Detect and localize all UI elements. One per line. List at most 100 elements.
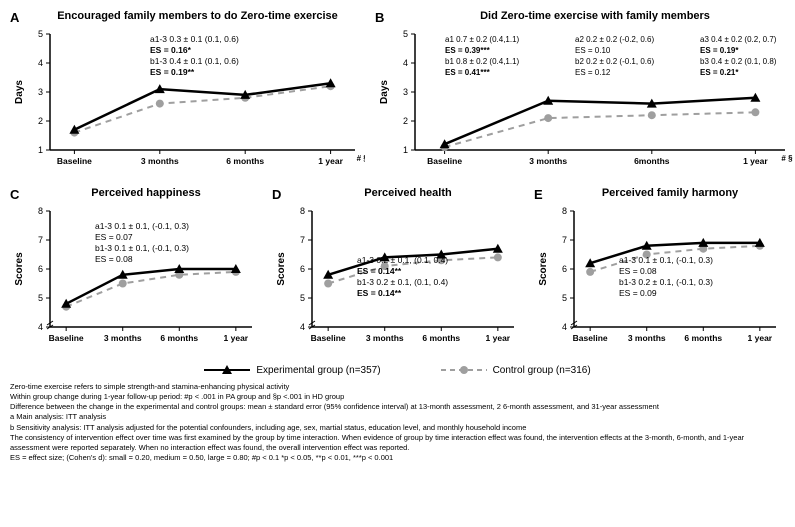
svg-text:b1-3 0.2 ± 0.1, (0.1, 0.4): b1-3 0.2 ± 0.1, (0.1, 0.4)	[357, 277, 448, 287]
svg-text:ES = 0.08: ES = 0.08	[95, 254, 133, 264]
panel-d-chart: 45678ScoresBaseline3 months6 months1 yea…	[272, 201, 524, 351]
svg-text:6months: 6months	[634, 156, 670, 166]
panel-a-chart: 12345DaysBaseline3 months6 months1 year#…	[10, 24, 365, 174]
svg-text:1 year: 1 year	[748, 333, 773, 343]
panel-c-chart: 4 5 6 7 8 Scores Baseline 3 months 6 months 1 yea…	[10, 201, 262, 351]
panel-d-title: Perceived health	[292, 187, 524, 199]
svg-text:1: 1	[403, 145, 408, 155]
panel-d: D Perceived health 45678ScoresBaseline3 …	[272, 187, 524, 356]
svg-text:Days: Days	[14, 80, 25, 104]
panel-b: B Did Zero-time exercise with family mem…	[375, 10, 795, 179]
svg-text:a1-3 0.3 ± 0.1 (0.1, 0.6): a1-3 0.3 ± 0.1 (0.1, 0.6)	[150, 34, 239, 44]
svg-text:4: 4	[38, 322, 43, 332]
svg-text:5: 5	[403, 29, 408, 39]
panel-b-label: B	[375, 10, 384, 25]
svg-text:ES = 0.14**: ES = 0.14**	[357, 266, 402, 276]
svg-text:6 months: 6 months	[684, 333, 722, 343]
svg-text:1 year: 1 year	[486, 333, 511, 343]
svg-text:6 months: 6 months	[422, 333, 460, 343]
svg-text:Scores: Scores	[276, 252, 287, 286]
panel-e-label: E	[534, 187, 543, 202]
legend-ctrl: Control group (n=316)	[441, 364, 591, 376]
svg-text:5: 5	[562, 293, 567, 303]
legend-exp: Experimental group (n=357)	[204, 364, 380, 376]
svg-text:a2 0.2 ± 0.2 (-0.2, 0.6): a2 0.2 ± 0.2 (-0.2, 0.6)	[575, 35, 654, 44]
svg-text:2: 2	[38, 116, 43, 126]
panel-a: A Encouraged family members to do Zero-t…	[10, 10, 365, 179]
svg-text:5: 5	[300, 293, 305, 303]
svg-text:# §: # §	[357, 154, 365, 163]
svg-text:6 months: 6 months	[226, 156, 264, 166]
svg-text:Scores: Scores	[538, 252, 549, 286]
svg-text:4: 4	[300, 322, 305, 332]
svg-text:3 months: 3 months	[529, 156, 567, 166]
svg-text:a3 0.4 ± 0.2 (0.2, 0.7): a3 0.4 ± 0.2 (0.2, 0.7)	[700, 35, 777, 44]
triangle-icon	[204, 364, 250, 376]
svg-text:ES = 0.19*: ES = 0.19*	[700, 46, 739, 55]
svg-text:3 months: 3 months	[104, 333, 142, 343]
svg-text:ES = 0.39***: ES = 0.39***	[445, 46, 491, 55]
footnote-line: Zero-time exercise refers to simple stre…	[10, 382, 785, 392]
svg-text:7: 7	[300, 235, 305, 245]
panel-d-label: D	[272, 187, 281, 202]
legend-exp-label: Experimental group (n=357)	[256, 365, 380, 376]
svg-text:2: 2	[403, 116, 408, 126]
panel-b-title: Did Zero-time exercise with family membe…	[395, 10, 795, 22]
footnote-line: b Sensitivity analysis: ITT analysis adj…	[10, 423, 785, 433]
svg-text:1 year: 1 year	[318, 156, 343, 166]
svg-text:3 months: 3 months	[628, 333, 666, 343]
top-row: A Encouraged family members to do Zero-t…	[10, 10, 785, 179]
svg-text:b2 0.2 ± 0.2 (-0.1, 0.6): b2 0.2 ± 0.2 (-0.1, 0.6)	[575, 57, 654, 66]
svg-text:4: 4	[562, 322, 567, 332]
svg-text:5: 5	[38, 293, 43, 303]
svg-text:3: 3	[403, 87, 408, 97]
legend: Experimental group (n=357) Control group…	[10, 364, 785, 376]
panel-e-chart: 45678ScoresBaseline3 months6 months1 yea…	[534, 201, 786, 351]
svg-text:1 year: 1 year	[743, 156, 768, 166]
footnote-line: The consistency of intervention effect o…	[10, 433, 785, 453]
svg-text:3: 3	[38, 87, 43, 97]
svg-text:Days: Days	[379, 80, 390, 104]
svg-text:Baseline: Baseline	[49, 333, 84, 343]
footnote-line: Difference between the change in the exp…	[10, 402, 785, 412]
svg-text:6: 6	[38, 264, 43, 274]
svg-text:7: 7	[38, 235, 43, 245]
panel-b-chart: 12345DaysBaseline3 months6months1 year# …	[375, 24, 795, 174]
svg-text:8: 8	[38, 206, 43, 216]
svg-text:1: 1	[38, 145, 43, 155]
svg-text:6: 6	[300, 264, 305, 274]
svg-text:ES = 0.16*: ES = 0.16*	[150, 45, 192, 55]
svg-text:b3 0.4 ± 0.2 (0.1, 0.8): b3 0.4 ± 0.2 (0.1, 0.8)	[700, 57, 777, 66]
svg-text:Baseline: Baseline	[573, 333, 608, 343]
panel-e-title: Perceived family harmony	[554, 187, 786, 199]
svg-text:Scores: Scores	[14, 252, 25, 286]
svg-text:6 months: 6 months	[160, 333, 198, 343]
svg-text:6: 6	[562, 264, 567, 274]
svg-text:a1-3 0.1 ± 0.1, (-0.1, 0.3): a1-3 0.1 ± 0.1, (-0.1, 0.3)	[619, 255, 713, 265]
svg-text:Baseline: Baseline	[57, 156, 92, 166]
svg-text:4: 4	[38, 58, 43, 68]
svg-text:8: 8	[300, 206, 305, 216]
footnote-line: ES = effect size; (Cohen's d): small = 0…	[10, 453, 785, 463]
svg-text:3 months: 3 months	[141, 156, 179, 166]
panel-c-label: C	[10, 187, 19, 202]
svg-text:b1-3 0.4 ± 0.1 (0.1, 0.6): b1-3 0.4 ± 0.1 (0.1, 0.6)	[150, 56, 239, 66]
footnote-line: Within group change during 1-year follow…	[10, 392, 785, 402]
svg-text:ES = 0.12: ES = 0.12	[575, 68, 611, 77]
panel-e: E Perceived family harmony 45678ScoresBa…	[534, 187, 786, 356]
svg-text:ES = 0.21*: ES = 0.21*	[700, 68, 739, 77]
svg-text:ES = 0.19**: ES = 0.19**	[150, 67, 195, 77]
panel-c-title: Perceived happiness	[30, 187, 262, 199]
svg-text:Baseline: Baseline	[427, 156, 462, 166]
footnote-line: a Main analysis: ITT analysis	[10, 412, 785, 422]
legend-ctrl-label: Control group (n=316)	[493, 365, 591, 376]
svg-text:ES = 0.07: ES = 0.07	[95, 232, 133, 242]
svg-text:1 year: 1 year	[224, 333, 249, 343]
svg-text:a1-3 0.1 ± 0.1, (-0.1, 0.3): a1-3 0.1 ± 0.1, (-0.1, 0.3)	[95, 221, 189, 231]
footnotes: Zero-time exercise refers to simple stre…	[10, 382, 785, 463]
panel-c: C Perceived happiness 4 5 6 7 8 Scores Baselin…	[10, 187, 262, 356]
panel-a-label: A	[10, 10, 19, 25]
svg-text:a1 0.7 ± 0.2 (0.4,1.1): a1 0.7 ± 0.2 (0.4,1.1)	[445, 35, 520, 44]
circle-icon	[441, 364, 487, 376]
svg-text:b1-3 0.2 ± 0.1, (-0.1, 0.3): b1-3 0.2 ± 0.1, (-0.1, 0.3)	[619, 277, 713, 287]
